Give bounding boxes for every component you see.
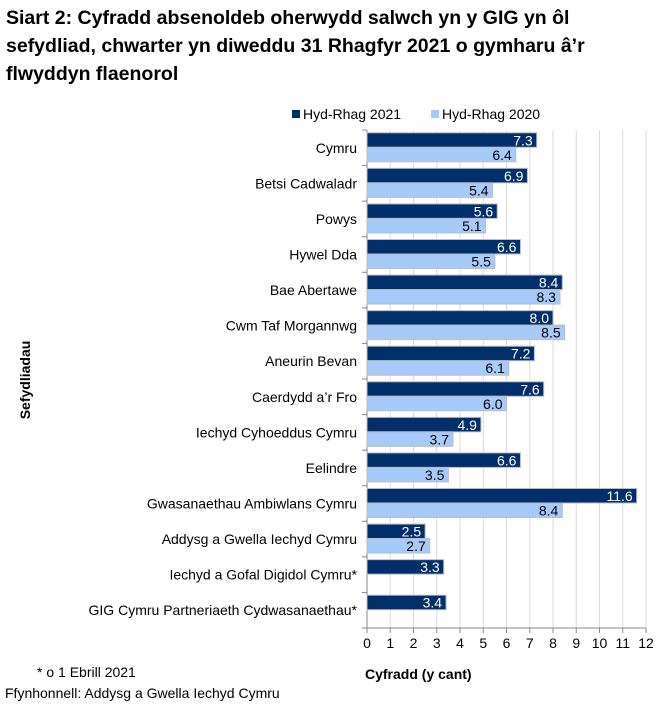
footnote: * o 1 Ebrill 2021 bbox=[37, 664, 136, 680]
legend-label-2021: Hyd-Rhag 2021 bbox=[303, 106, 401, 122]
bar-2020 bbox=[366, 431, 454, 447]
bar-2020 bbox=[366, 182, 494, 198]
x-tick-label: 9 bbox=[572, 635, 580, 651]
bar-2021 bbox=[366, 132, 538, 148]
category-label: Addysg a Gwella Iechyd Cymru bbox=[162, 531, 357, 547]
category-label: Betsi Cadwaladr bbox=[255, 175, 357, 191]
category-label: Eelindre bbox=[306, 460, 358, 476]
data-label: 6.6 bbox=[497, 452, 517, 468]
data-label: 8.4 bbox=[539, 503, 559, 519]
bar-2021 bbox=[366, 559, 445, 575]
category-label: Gwasanaethau Ambiwlans Cymru bbox=[147, 496, 357, 512]
bar-2021 bbox=[366, 345, 535, 362]
data-label: 5.1 bbox=[462, 218, 482, 234]
category-label: GIG Cymru Partneriaeth Cydwasanaethau* bbox=[89, 602, 358, 618]
data-label: 7.2 bbox=[511, 346, 531, 362]
category-label: Powys bbox=[316, 211, 357, 227]
x-axis-title: Cyfradd (y cant) bbox=[365, 666, 472, 682]
data-label: 8.3 bbox=[537, 289, 557, 305]
bar-2020 bbox=[366, 324, 566, 341]
bar-2020 bbox=[366, 253, 496, 269]
x-tick-label: 2 bbox=[410, 635, 418, 651]
data-label: 7.3 bbox=[513, 132, 533, 148]
bar-2020 bbox=[366, 466, 449, 483]
data-label: 11.6 bbox=[606, 488, 632, 504]
data-label: 7.6 bbox=[520, 381, 540, 397]
legend-swatch-2020 bbox=[431, 110, 439, 118]
x-tick-label: 8 bbox=[549, 635, 557, 651]
bar-2021 bbox=[366, 310, 554, 326]
bar-2021 bbox=[366, 274, 563, 291]
data-label: 6.9 bbox=[504, 168, 524, 184]
bar-2020 bbox=[366, 360, 510, 376]
category-label: Cwm Taf Morgannwg bbox=[226, 318, 357, 334]
source-note: Ffynhonnell: Addysg a Gwella Iechyd Cymr… bbox=[5, 685, 280, 701]
data-label: 4.9 bbox=[457, 417, 477, 433]
category-label: Caerdydd a’r Fro bbox=[252, 389, 357, 405]
data-label: 8.5 bbox=[541, 325, 561, 341]
x-tick-label: 11 bbox=[615, 635, 630, 651]
x-tick-label: 5 bbox=[479, 635, 487, 651]
category-label: Hywel Dda bbox=[289, 247, 357, 263]
y-axis-title: Sefydliadau bbox=[17, 341, 33, 420]
x-tick-label: 10 bbox=[592, 635, 608, 651]
data-label: 3.3 bbox=[420, 559, 440, 575]
data-label: 6.6 bbox=[497, 239, 517, 255]
x-tick-label: 4 bbox=[456, 635, 464, 651]
bar-2020 bbox=[366, 289, 561, 305]
data-label: 5.6 bbox=[474, 203, 494, 219]
bar-2020 bbox=[366, 146, 517, 163]
category-label: Iechyd a Gofal Digidol Cymru* bbox=[169, 567, 357, 583]
data-label: 8.4 bbox=[539, 275, 559, 291]
category-label: Bae Abertawe bbox=[270, 282, 357, 298]
x-tick-label: 7 bbox=[526, 635, 534, 651]
data-label: 6.0 bbox=[483, 396, 503, 412]
data-label: 2.7 bbox=[406, 538, 426, 554]
legend-label-2020: Hyd-Rhag 2020 bbox=[442, 106, 540, 122]
bar-2021 bbox=[366, 381, 545, 397]
x-tick-label: 3 bbox=[433, 635, 441, 651]
bar-2020 bbox=[366, 502, 563, 518]
category-label: Iechyd Cyhoeddus Cymru bbox=[196, 424, 357, 440]
chart-title: Siart 2: Cyfradd absenoldeb oherwydd sal… bbox=[6, 7, 585, 85]
bar-2021 bbox=[366, 488, 638, 504]
x-tick-label: 1 bbox=[386, 635, 394, 651]
data-label: 3.4 bbox=[423, 595, 443, 611]
data-label: 2.5 bbox=[402, 524, 422, 540]
bar-2020 bbox=[366, 538, 431, 554]
data-label: 6.4 bbox=[492, 147, 512, 163]
bar-2021 bbox=[366, 594, 447, 611]
x-tick-label: 12 bbox=[638, 635, 654, 651]
data-label: 8.0 bbox=[530, 310, 550, 326]
data-label: 5.4 bbox=[469, 182, 489, 198]
data-label: 3.5 bbox=[425, 467, 445, 483]
legend-swatch-2021 bbox=[292, 110, 300, 118]
x-tick-label: 0 bbox=[363, 635, 371, 651]
category-label: Aneurin Bevan bbox=[265, 353, 357, 369]
x-tick-label: 6 bbox=[503, 635, 511, 651]
data-label: 6.1 bbox=[485, 360, 505, 376]
data-label: 3.7 bbox=[430, 431, 450, 447]
bar-2020 bbox=[366, 395, 507, 412]
data-label: 5.5 bbox=[471, 254, 491, 270]
bar-2020 bbox=[366, 217, 487, 234]
category-label: Cymru bbox=[316, 140, 357, 156]
